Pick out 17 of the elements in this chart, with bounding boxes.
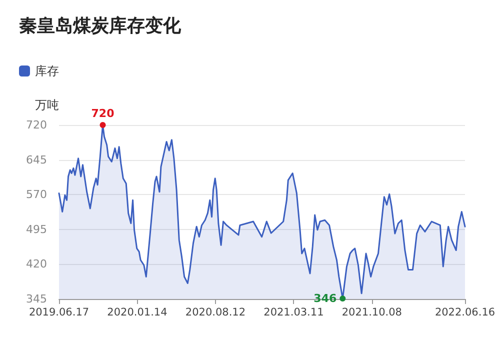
y-tick-label: 720 [26,118,47,132]
y-tick-label: 345 [26,292,47,306]
y-tick-label: 570 [26,188,47,202]
x-tick-label: 2022.06.16 [434,306,496,318]
y-tick-label: 495 [26,222,47,236]
x-tick-label: 2020.08.12 [185,306,246,318]
annotation: 346 [314,292,337,306]
y-tick-label: 420 [26,258,47,271]
legend-label: 库存 [35,64,59,78]
x-tick-label: 2021.03.11 [264,306,324,318]
x-tick-label: 2019.06.17 [28,306,90,318]
y-axis-title: 万吨 [35,98,59,112]
chart-title: 秦皇岛煤炭库存变化 [19,16,182,36]
y-tick-label: 645 [26,153,47,166]
x-tick-label: 2020.01.14 [107,306,168,318]
x-tick-label: 2021.10.08 [342,306,402,318]
annotation: 720 [91,107,115,120]
